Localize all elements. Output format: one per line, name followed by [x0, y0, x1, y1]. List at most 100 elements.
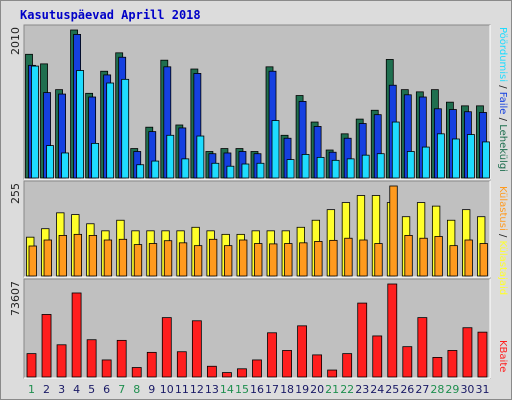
x-tick-label: 20 — [310, 383, 324, 396]
bar-prdumisi-day-2 — [46, 145, 54, 179]
bar-prdumisi-day-10 — [166, 134, 175, 179]
bar-klastusi-day-3 — [58, 235, 67, 277]
x-tick-label: 13 — [205, 383, 219, 396]
bar-kbaite-day-2 — [41, 314, 52, 378]
bar-klastusi-day-10 — [163, 240, 173, 277]
bar-prdumisi-day-5 — [91, 142, 100, 179]
bar-kbaite-day-4 — [71, 292, 82, 378]
x-tick-label: 3 — [58, 383, 65, 396]
bar-kbaite-day-13 — [206, 365, 217, 378]
bar-kbaite-day-31 — [477, 331, 488, 378]
bar-kbaite-day-10 — [161, 317, 172, 378]
bar-klastusi-day-23 — [359, 239, 368, 277]
bar-klastusi-day-8 — [133, 244, 143, 277]
bar-prdumisi-day-6 — [106, 82, 115, 179]
legend-entry: Pöördumisi — [497, 27, 508, 82]
x-tick-label: 27 — [415, 383, 429, 396]
bar-kbaite-day-28 — [432, 357, 443, 378]
bar-prdumisi-day-26 — [406, 151, 415, 179]
bar-klastusi-day-17 — [269, 243, 278, 277]
bar-klastusi-day-7 — [118, 238, 128, 277]
bar-kbaite-day-16 — [252, 359, 262, 378]
x-tick-label: 30 — [460, 383, 474, 396]
bar-klastusi-day-6 — [103, 239, 113, 277]
bar-kbaite-day-14 — [222, 372, 232, 378]
y-max-label: 255 — [9, 183, 22, 204]
bar-prdumisi-day-3 — [61, 152, 69, 179]
legend-entry: Lehekülgi — [497, 124, 508, 172]
bar-prdumisi-day-14 — [226, 165, 235, 179]
bar-klastusi-day-4 — [73, 233, 82, 277]
x-tick-label: 28 — [430, 383, 444, 396]
bar-klastusi-day-2 — [43, 239, 52, 277]
bar-prdumisi-day-24 — [376, 153, 385, 179]
x-tick-label: 2 — [43, 383, 50, 396]
bar-klastusi-day-28 — [434, 236, 443, 277]
bar-klastusi-day-27 — [419, 237, 428, 277]
bar-prdumisi-day-16 — [256, 162, 265, 179]
legend-separator: / — [497, 114, 508, 124]
x-tick-label: 6 — [103, 383, 110, 396]
bar-kbaite-day-25 — [387, 283, 398, 378]
x-tick-label: 4 — [73, 383, 80, 396]
bar-prdumisi-day-31 — [482, 141, 490, 179]
bar-klastusi-day-25 — [389, 185, 398, 277]
x-tick-label: 8 — [133, 383, 140, 396]
bar-kbaite-day-7 — [116, 339, 127, 378]
legend-entry: Külastusi — [497, 186, 508, 231]
bar-klastusi-day-19 — [299, 242, 308, 277]
bar-klastusi-day-24 — [374, 243, 383, 277]
bar-kbaite-day-29 — [447, 350, 458, 378]
panel-3: 73607 — [9, 278, 491, 379]
bar-klastusi-day-12 — [193, 245, 203, 277]
x-tick-label: 12 — [190, 383, 204, 396]
x-tick-label: 16 — [250, 383, 264, 396]
bar-kbaite-day-26 — [402, 346, 413, 378]
x-tick-label: 19 — [295, 383, 309, 396]
bar-klastusi-day-14 — [224, 245, 233, 277]
bar-prdumisi-day-13 — [211, 162, 220, 179]
bar-prdumisi-day-27 — [421, 146, 430, 179]
bar-prdumisi-day-22 — [346, 158, 355, 179]
legend-entry: Faile — [497, 92, 508, 115]
x-tick-label: 10 — [160, 383, 174, 396]
legend-entry: Külastajaid — [497, 241, 508, 296]
bar-kbaite-day-23 — [357, 302, 368, 378]
bar-klastusi-day-18 — [284, 243, 293, 277]
bar-kbaite-day-24 — [372, 335, 383, 378]
bar-prdumisi-day-18 — [286, 159, 295, 179]
bar-prdumisi-day-4 — [76, 70, 84, 179]
x-tick-label: 15 — [235, 383, 249, 396]
bar-prdumisi-day-8 — [136, 164, 145, 179]
bar-klastusi-day-31 — [479, 243, 488, 277]
bar-klastusi-day-22 — [344, 237, 353, 277]
bar-prdumisi-day-30 — [467, 134, 475, 179]
bar-prdumisi-day-9 — [151, 160, 160, 179]
bar-prdumisi-day-1 — [31, 65, 39, 179]
y-max-label: 73607 — [9, 281, 22, 316]
x-tick-label: 17 — [265, 383, 279, 396]
x-tick-label: 14 — [220, 383, 234, 396]
bar-kbaite-day-17 — [267, 332, 277, 378]
bar-prdumisi-day-25 — [391, 121, 400, 179]
bar-klastusi-day-13 — [208, 238, 218, 277]
x-tick-label: 23 — [355, 383, 369, 396]
legend-entry: KBaite — [497, 340, 508, 372]
x-tick-label: 25 — [385, 383, 399, 396]
x-tick-label: 9 — [148, 383, 155, 396]
bar-prdumisi-day-7 — [121, 78, 130, 179]
legend-separator: / — [497, 231, 508, 241]
legend: KBaite — [497, 340, 508, 372]
x-tick-label: 31 — [475, 383, 489, 396]
x-tick-label: 26 — [400, 383, 414, 396]
x-tick-label: 7 — [118, 383, 125, 396]
bar-prdumisi-day-20 — [316, 156, 325, 179]
chart-title: Kasutuspäevad Aprill 2018 — [20, 8, 201, 22]
bar-prdumisi-day-29 — [452, 138, 460, 179]
bar-klastusi-day-5 — [88, 235, 98, 277]
x-tick-label: 18 — [280, 383, 294, 396]
bar-kbaite-day-21 — [327, 369, 338, 378]
bar-kbaite-day-30 — [462, 327, 473, 378]
bar-prdumisi-day-19 — [301, 154, 310, 179]
